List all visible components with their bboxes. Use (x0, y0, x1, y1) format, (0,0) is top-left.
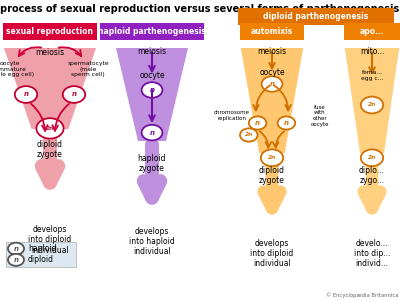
FancyBboxPatch shape (344, 23, 400, 40)
Circle shape (240, 128, 258, 142)
Text: apo...: apo... (360, 27, 384, 36)
Polygon shape (4, 48, 96, 129)
Text: diplo...
zygo...: diplo... zygo... (359, 166, 385, 185)
Text: haploid: haploid (28, 244, 56, 253)
Circle shape (142, 82, 162, 98)
Text: oocyte
(immature
female egg cell): oocyte (immature female egg cell) (0, 61, 34, 77)
Text: develops
into diploid
individual: develops into diploid individual (28, 225, 72, 255)
Circle shape (261, 149, 283, 166)
Polygon shape (345, 48, 399, 153)
Text: mito...: mito... (360, 47, 384, 56)
Text: meiosis: meiosis (258, 47, 286, 56)
Circle shape (278, 116, 295, 130)
Text: n: n (14, 246, 18, 252)
FancyBboxPatch shape (238, 8, 394, 25)
FancyBboxPatch shape (100, 23, 204, 40)
Text: haploid parthenogenesis: haploid parthenogenesis (98, 27, 206, 36)
Text: n: n (150, 87, 154, 93)
Text: diploid: diploid (28, 255, 54, 264)
Text: n: n (72, 92, 76, 98)
Text: process of sexual reproduction versus several forms of parthenogenesis: process of sexual reproduction versus se… (0, 4, 400, 14)
Circle shape (15, 86, 37, 103)
Text: n: n (24, 92, 28, 98)
Circle shape (142, 125, 162, 140)
Text: fema...
egg c...: fema... egg c... (361, 70, 383, 81)
Text: haploid
zygote: haploid zygote (138, 154, 166, 173)
Text: n: n (270, 81, 274, 87)
Circle shape (8, 243, 24, 255)
Text: n: n (284, 120, 289, 126)
Polygon shape (241, 48, 303, 153)
Text: 2n: 2n (46, 126, 54, 131)
Text: diploid
zygote: diploid zygote (37, 140, 63, 159)
Circle shape (63, 86, 85, 103)
FancyBboxPatch shape (3, 23, 97, 40)
Text: automixis: automixis (251, 27, 293, 36)
Text: oocyte: oocyte (259, 68, 285, 77)
Text: sexual reproduction: sexual reproduction (6, 27, 94, 36)
Text: © Encyclopædia Britannica: © Encyclopædia Britannica (326, 293, 398, 298)
Text: n: n (14, 257, 18, 263)
FancyBboxPatch shape (6, 242, 76, 267)
Text: meiosis: meiosis (36, 48, 64, 57)
Polygon shape (116, 48, 188, 141)
Text: n: n (150, 130, 154, 136)
Text: spermatocyte
(male
sperm cell): spermatocyte (male sperm cell) (67, 61, 109, 77)
Circle shape (361, 97, 383, 113)
Text: chromosome
replication: chromosome replication (214, 110, 250, 121)
FancyBboxPatch shape (240, 23, 304, 40)
Text: 2n: 2n (245, 133, 253, 137)
Text: develo...
into dip...
individ...: develo... into dip... individ... (354, 238, 390, 268)
Text: meiosis: meiosis (138, 47, 166, 56)
Text: diploid parthenogenesis: diploid parthenogenesis (263, 12, 369, 21)
Circle shape (8, 254, 24, 266)
Circle shape (249, 116, 266, 130)
Text: 2n: 2n (268, 155, 276, 160)
Text: develops
into diploid
individual: develops into diploid individual (250, 238, 294, 268)
Text: 2n: 2n (368, 155, 376, 160)
Circle shape (361, 149, 383, 166)
Text: develops
into haploid
individual: develops into haploid individual (129, 226, 175, 256)
Circle shape (262, 76, 282, 92)
Circle shape (36, 118, 64, 139)
Text: fuse
with
other
oocyte: fuse with other oocyte (311, 105, 329, 127)
Text: diploid
zygote: diploid zygote (259, 166, 285, 185)
Text: n: n (255, 120, 260, 126)
Text: oocyte: oocyte (139, 71, 165, 80)
Text: 2n: 2n (368, 103, 376, 107)
